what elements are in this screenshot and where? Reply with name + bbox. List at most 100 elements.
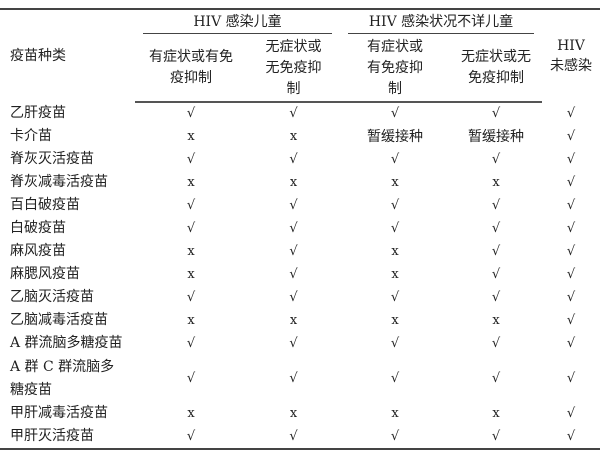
cell-value: √: [186, 106, 196, 121]
cell-value: √: [289, 266, 298, 282]
cell-value: √: [289, 106, 298, 121]
cell-value: x: [289, 312, 298, 328]
vaccine-name: 麻风疫苗: [10, 243, 66, 259]
cell-value: √: [247, 425, 340, 450]
table-row: 乙脑灭活疫苗 √ √ √ √ √: [0, 286, 600, 309]
cell-value: 暂缓接种: [468, 128, 524, 145]
cell-value: x: [187, 128, 195, 144]
cell-value: √: [390, 370, 400, 386]
vaccine-name: 脊灰减毒活疫苗: [10, 174, 108, 190]
cell-value: √: [390, 106, 400, 121]
cell-value: √: [491, 243, 501, 259]
vaccine-table: 疫苗种类 HIV 感染儿童 HIV 感染状况不详儿童 HIV 未感染 有症状或有…: [0, 8, 600, 450]
cell-value: √: [289, 243, 298, 259]
group-header-hiv-infected: HIV 感染儿童: [135, 8, 340, 35]
cell-value: x: [492, 174, 500, 190]
cell-value: x: [187, 266, 195, 282]
hiv-uninfected-header: HIV 未感染: [542, 8, 600, 102]
cell-value: √: [390, 197, 400, 213]
cell-value: √: [491, 220, 501, 236]
table-row: 甲肝灭活疫苗 √ √ √ √ √: [0, 425, 600, 450]
cell-value: √: [186, 151, 196, 167]
vaccine-name: 白破疫苗: [10, 220, 66, 236]
cell-value: √: [186, 370, 196, 386]
cell-value: x: [187, 243, 195, 259]
cell-value: x: [187, 405, 195, 421]
vaccine-name: A 群 C 群流脑多糖疫苗: [10, 358, 115, 398]
vaccine-name: 百白破疫苗: [10, 197, 80, 213]
cell-value: √: [566, 405, 576, 421]
cell-value: √: [289, 151, 298, 167]
cell-value: √: [542, 425, 600, 450]
cell-value: √: [186, 289, 196, 305]
group-header-hiv-unknown: HIV 感染状况不详儿童: [340, 8, 542, 35]
cell-value: √: [340, 425, 450, 450]
table-row: 乙肝疫苗 √ √ √ √ √: [0, 102, 600, 125]
vaccine-type-header: 疫苗种类: [0, 8, 135, 102]
vaccine-name: 乙脑减毒活疫苗: [10, 312, 108, 328]
cell-value: √: [566, 174, 576, 190]
cell-value: √: [566, 335, 576, 351]
cell-value: √: [390, 220, 400, 236]
cell-value: √: [390, 289, 400, 305]
subheader: 有症状或有免疫抑制: [135, 35, 247, 103]
cell-value: √: [491, 335, 501, 351]
cell-value: x: [391, 174, 399, 190]
cell-value: √: [289, 220, 298, 236]
table-row: 百白破疫苗 √ √ √ √ √: [0, 194, 600, 217]
cell-value: x: [391, 266, 399, 282]
cell-value: √: [566, 289, 576, 305]
cell-value: √: [566, 266, 576, 282]
cell-value: √: [135, 425, 247, 450]
vaccine-name: A 群流脑多糖疫苗: [10, 335, 123, 351]
cell-value: x: [492, 312, 500, 328]
cell-value: √: [566, 370, 576, 386]
cell-value: √: [186, 335, 196, 351]
table-row: 白破疫苗 √ √ √ √ √: [0, 217, 600, 240]
table-row: 脊灰灭活疫苗 √ √ √ √ √: [0, 148, 600, 171]
vaccine-name: 乙肝疫苗: [10, 105, 66, 121]
cell-value: √: [566, 312, 576, 328]
cell-value: x: [391, 243, 399, 259]
table-row: 脊灰减毒活疫苗 x x x x √: [0, 171, 600, 194]
cell-value: √: [491, 197, 501, 213]
cell-value: √: [186, 220, 196, 236]
cell-value: √: [566, 151, 576, 167]
cell-value: √: [186, 197, 196, 213]
cell-value: √: [566, 197, 576, 213]
cell-value: x: [391, 405, 399, 421]
cell-value: x: [187, 312, 195, 328]
table-row: 乙脑减毒活疫苗 x x x x √: [0, 309, 600, 332]
cell-value: √: [491, 151, 501, 167]
cell-value: √: [289, 197, 298, 213]
cell-value: x: [187, 174, 195, 190]
cell-value: √: [450, 425, 542, 450]
cell-value: √: [289, 370, 298, 386]
cell-value: √: [390, 151, 400, 167]
cell-value: x: [289, 128, 298, 144]
cell-value: x: [289, 405, 298, 421]
cell-value: √: [491, 370, 501, 386]
table-row: 卡介苗 x x 暂缓接种 暂缓接种 √: [0, 125, 600, 148]
table-row: A 群 C 群流脑多糖疫苗 √ √ √ √ √: [0, 355, 600, 402]
table-row: 麻腮风疫苗 x √ x √ √: [0, 263, 600, 286]
cell-value: √: [491, 289, 501, 305]
vaccine-name: 麻腮风疫苗: [10, 266, 80, 282]
subheader: 有症状或有免疫抑制: [340, 35, 450, 103]
table-row: 甲肝减毒活疫苗 x x x x √: [0, 402, 600, 425]
cell-value: √: [491, 266, 501, 282]
vaccine-name: 甲肝减毒活疫苗: [10, 405, 108, 421]
cell-value: 暂缓接种: [367, 128, 423, 145]
cell-value: √: [566, 105, 576, 121]
subheader: 无症状或无免疫抑制: [247, 35, 340, 103]
cell-value: √: [566, 220, 576, 236]
vaccine-name: 卡介苗: [10, 128, 52, 144]
vaccine-name: 脊灰灭活疫苗: [10, 151, 94, 167]
cell-value: √: [566, 243, 576, 259]
cell-value: √: [566, 128, 576, 144]
vaccine-name: 甲肝灭活疫苗: [0, 425, 135, 450]
cell-value: x: [391, 312, 399, 328]
table-row: A 群流脑多糖疫苗 √ √ √ √ √: [0, 332, 600, 355]
cell-value: √: [390, 335, 400, 351]
cell-value: √: [289, 335, 298, 351]
